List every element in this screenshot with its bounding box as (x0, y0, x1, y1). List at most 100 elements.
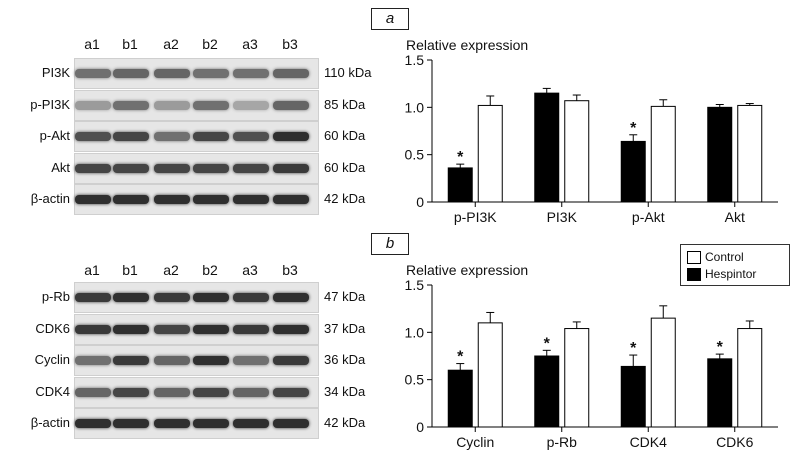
blot-band (113, 69, 149, 78)
y-tick-label: 1.0 (405, 324, 425, 340)
bar (477, 322, 503, 428)
blot-kda-label: 34 kDa (324, 383, 366, 399)
blot-band (113, 419, 149, 428)
blot-band (113, 195, 149, 204)
bar (650, 105, 676, 203)
lane-label: a1 (84, 36, 100, 52)
x-tick-label: p-PI3K (454, 209, 497, 225)
lane-label: b1 (122, 262, 138, 278)
blot-band (193, 100, 229, 110)
bar (564, 328, 590, 428)
blot-kda-label: 60 kDa (324, 159, 366, 175)
blot-strip (74, 313, 319, 345)
bar (477, 104, 503, 203)
y-tick-label: 0 (416, 419, 424, 435)
blot-kda-label: 85 kDa (324, 96, 366, 112)
blot-band (193, 419, 229, 428)
blot-band (154, 387, 190, 397)
y-tick-label: 1.0 (405, 99, 425, 115)
blot-band (154, 293, 190, 302)
blot-protein-label: β-actin (30, 191, 70, 206)
blot-kda-label: 42 kDa (324, 415, 366, 430)
chart-legend: Control Hespintor (680, 244, 790, 286)
lane-label: b1 (122, 36, 138, 52)
significance-mark: * (457, 349, 464, 366)
blot-band (233, 100, 269, 110)
y-tick-label: 1.5 (405, 277, 425, 293)
legend-swatch-control (687, 251, 701, 264)
blot-band (193, 132, 229, 141)
y-tick-label: 0.5 (405, 147, 425, 163)
legend-label-hespintor: Hespintor (705, 267, 757, 281)
lane-label: a3 (242, 262, 258, 278)
significance-mark: * (630, 340, 637, 357)
blot-kda-label: 36 kDa (324, 352, 366, 367)
lane-label: b2 (202, 262, 218, 278)
blot-band (233, 195, 269, 204)
bar (564, 100, 590, 203)
blot-band (75, 356, 111, 365)
panel-b-tag: b (371, 233, 409, 255)
blot-band (233, 69, 269, 78)
blot-band (75, 132, 111, 141)
bar (447, 167, 473, 203)
blot-band (75, 100, 111, 110)
x-tick-label: Akt (725, 209, 745, 225)
x-tick-label: p-Akt (632, 209, 665, 225)
blot-strip (74, 345, 319, 376)
bar (650, 317, 676, 428)
blot-band (193, 195, 229, 204)
blot-kda-label: 42 kDa (324, 191, 366, 206)
blot-band (233, 132, 269, 141)
blot-band (233, 387, 269, 397)
blot-band (154, 69, 190, 78)
panel-a-tag: a (371, 8, 409, 30)
blot-band (193, 356, 229, 365)
y-tick-label: 0.5 (405, 372, 425, 388)
blot-kda-label: 110 kDa (324, 65, 372, 80)
significance-mark: * (544, 335, 551, 352)
blot-protein-label: Cyclin (34, 352, 70, 367)
blot-strip (74, 58, 319, 89)
blot-band (75, 69, 111, 78)
blot-strip (74, 152, 319, 184)
significance-mark: * (630, 120, 637, 137)
blot-band (273, 132, 309, 141)
blot-protein-label: p-Akt (39, 128, 70, 143)
blot-strip (74, 282, 319, 313)
blot-band (75, 293, 111, 302)
blot-band (193, 293, 229, 302)
blot-strip (74, 89, 319, 121)
blot-strip (74, 376, 319, 408)
lane-label: b3 (282, 262, 298, 278)
chart-b-ylabel: Relative expression (406, 262, 529, 278)
blot-strip (74, 408, 319, 439)
bar (534, 355, 560, 428)
x-tick-label: Cyclin (456, 434, 494, 450)
bar (620, 365, 646, 428)
legend-label-control: Control (705, 250, 744, 264)
blot-band (273, 356, 309, 365)
blot-band (154, 163, 190, 173)
blot-protein-label: PI3K (41, 65, 70, 80)
bar (737, 104, 763, 203)
blot-band (75, 324, 111, 334)
blot-band (113, 163, 149, 173)
x-tick-label: CDK6 (716, 434, 754, 450)
legend-swatch-hespintor (687, 268, 701, 281)
blot-protein-label: p-PI3K (30, 96, 70, 112)
blot-band (113, 100, 149, 110)
blot-band (113, 324, 149, 334)
blot-band (154, 324, 190, 334)
blot-protein-label: CDK6 (35, 320, 70, 336)
blot-band (154, 356, 190, 365)
blot-band (75, 387, 111, 397)
blot-band (233, 163, 269, 173)
blot-band (273, 324, 309, 334)
blot-band (154, 100, 190, 110)
bar (707, 106, 733, 203)
blot-band (75, 163, 111, 173)
blot-band (193, 324, 229, 334)
blot-band (113, 132, 149, 141)
